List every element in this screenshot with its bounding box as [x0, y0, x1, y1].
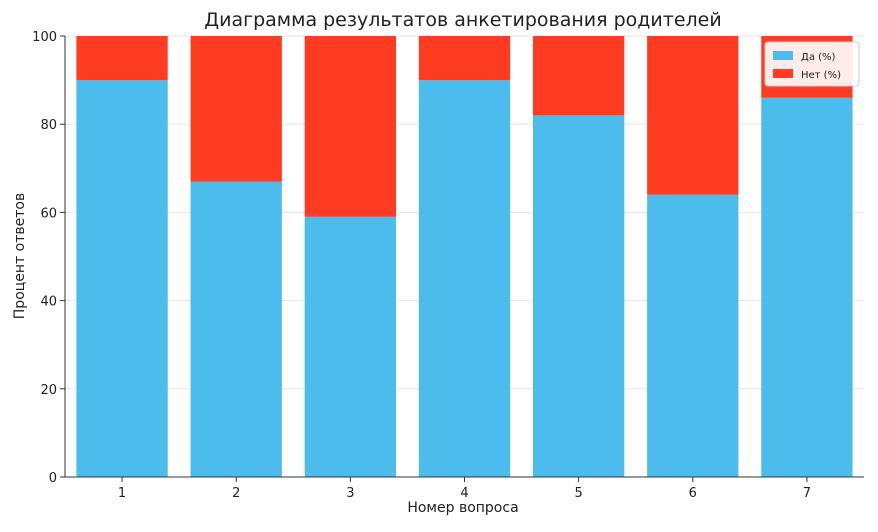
bar-no-q1	[76, 36, 168, 81]
bar-yes-q6	[647, 194, 739, 477]
bar-no-q5	[532, 36, 625, 116]
bar-yes-q7	[761, 97, 853, 478]
legend-swatch-no	[773, 69, 793, 78]
bar-yes-q4	[418, 80, 511, 477]
x-tick-label-2: 2	[232, 486, 240, 501]
x-tick-label-1: 1	[118, 486, 126, 501]
bar-no-q3	[304, 36, 397, 217]
x-tick-label-3: 3	[346, 486, 354, 501]
x-tick-label-6: 6	[689, 486, 697, 501]
y-tick-label-80: 80	[40, 118, 57, 133]
y-axis-label: Процент ответов	[12, 193, 28, 319]
bar-yes-q1	[76, 80, 168, 477]
axes	[60, 35, 864, 482]
bar-yes-q2	[190, 181, 282, 477]
bar-no-q6	[647, 36, 739, 195]
y-tick-label-20: 20	[40, 383, 57, 398]
tick-labels: 1 2 3 4 5 6 7 0 20 40 60 80 100	[32, 30, 811, 501]
x-tick-label-7: 7	[803, 486, 811, 501]
bar-no-q4	[418, 36, 511, 81]
bar-no-q2	[190, 36, 282, 182]
legend-label-no: Нет (%)	[801, 70, 841, 81]
legend: Да (%) Нет (%)	[764, 41, 860, 87]
bars	[76, 36, 853, 478]
bar-yes-q5	[532, 115, 625, 477]
y-tick-label-100: 100	[32, 30, 57, 45]
y-tick-label-40: 40	[40, 295, 57, 310]
legend-swatch-yes	[773, 51, 793, 60]
x-tick-label-4: 4	[460, 486, 468, 501]
chart-title: Диаграмма результатов анкетирования роди…	[204, 9, 721, 31]
x-axis-label: Номер вопроса	[407, 500, 518, 516]
legend-label-yes: Да (%)	[801, 52, 836, 63]
bar-yes-q3	[304, 216, 397, 477]
x-tick-label-5: 5	[575, 486, 583, 501]
y-tick-label-60: 60	[40, 206, 57, 221]
y-tick-label-0: 0	[49, 471, 57, 486]
